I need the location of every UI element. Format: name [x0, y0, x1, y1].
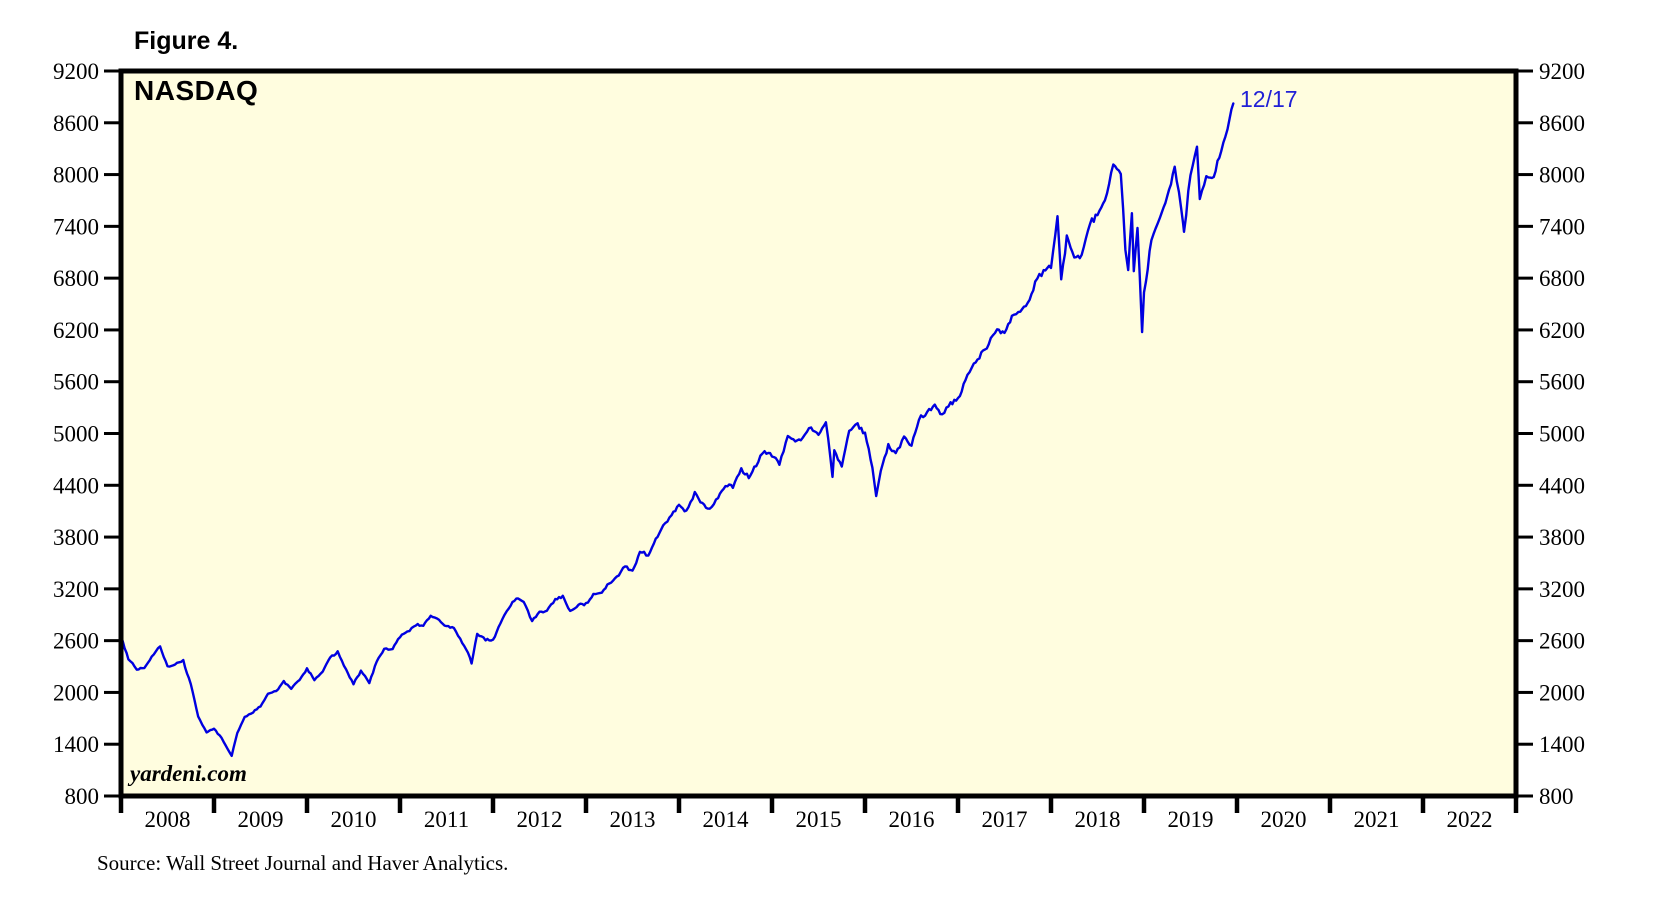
x-axis-year-label: 2010 — [331, 807, 377, 832]
y-axis-label-left: 8000 — [53, 163, 99, 188]
x-axis-year-label: 2017 — [982, 807, 1028, 832]
x-axis-year-label: 2018 — [1075, 807, 1121, 832]
nasdaq-line — [119, 102, 1235, 758]
x-axis-year-label: 2009 — [238, 807, 284, 832]
yardeni-watermark: yardeni.com — [130, 761, 247, 786]
y-axis-label-right: 8600 — [1539, 111, 1585, 136]
y-axis-label-left: 6800 — [53, 266, 99, 291]
y-axis-label-left: 8600 — [53, 111, 99, 136]
y-axis-label-left: 3800 — [53, 525, 99, 550]
y-axis-label-left: 2600 — [53, 629, 99, 654]
y-axis-label-left: 6200 — [53, 318, 99, 343]
y-axis-label-right: 3200 — [1539, 577, 1585, 602]
y-axis-label-left: 5000 — [53, 422, 99, 447]
y-axis-label-right: 5600 — [1539, 370, 1585, 395]
y-axis-label-right: 1400 — [1539, 732, 1585, 757]
y-axis-label-right: 6800 — [1539, 266, 1585, 291]
y-axis-label-left: 2000 — [53, 680, 99, 705]
x-axis-year-label: 2021 — [1354, 807, 1400, 832]
x-axis-year-label: 2012 — [517, 807, 563, 832]
y-axis-label-right: 2600 — [1539, 629, 1585, 654]
last-point-date-annotation: 12/17 — [1240, 86, 1298, 112]
y-axis-label-left: 1400 — [53, 732, 99, 757]
x-axis-year-label: 2014 — [703, 807, 750, 832]
y-axis-label-right: 5000 — [1539, 422, 1585, 447]
chart-title: NASDAQ — [134, 75, 259, 106]
y-axis-label-left: 4400 — [53, 473, 99, 498]
y-axis-label-left: 3200 — [53, 577, 99, 602]
figure-label: Figure 4. — [134, 27, 239, 55]
y-axis-label-left: 800 — [65, 784, 100, 809]
y-axis-label-right: 2000 — [1539, 680, 1585, 705]
x-axis-year-label: 2013 — [610, 807, 656, 832]
x-axis-year-label: 2015 — [796, 807, 842, 832]
x-axis-year-label: 2020 — [1261, 807, 1307, 832]
x-axis-year-label: 2011 — [424, 807, 469, 832]
y-axis-label-left: 5600 — [53, 370, 99, 395]
x-axis-year-label: 2016 — [889, 807, 935, 832]
y-axis-label-right: 8000 — [1539, 163, 1585, 188]
y-axis-label-left: 7400 — [53, 214, 99, 239]
y-axis-label-right: 800 — [1539, 784, 1574, 809]
x-axis-year-label: 2008 — [145, 807, 191, 832]
x-axis-year-label: 2019 — [1168, 807, 1214, 832]
y-axis-label-right: 4400 — [1539, 473, 1585, 498]
y-axis-label-right: 3800 — [1539, 525, 1585, 550]
y-axis-label-right: 6200 — [1539, 318, 1585, 343]
x-axis-year-label: 2022 — [1447, 807, 1493, 832]
y-axis-label-left: 9200 — [53, 59, 99, 84]
source-note: Source: Wall Street Journal and Haver An… — [97, 851, 509, 875]
y-axis-label-right: 9200 — [1539, 59, 1585, 84]
plot-frame — [118, 68, 1519, 799]
y-axis-label-right: 7400 — [1539, 214, 1585, 239]
